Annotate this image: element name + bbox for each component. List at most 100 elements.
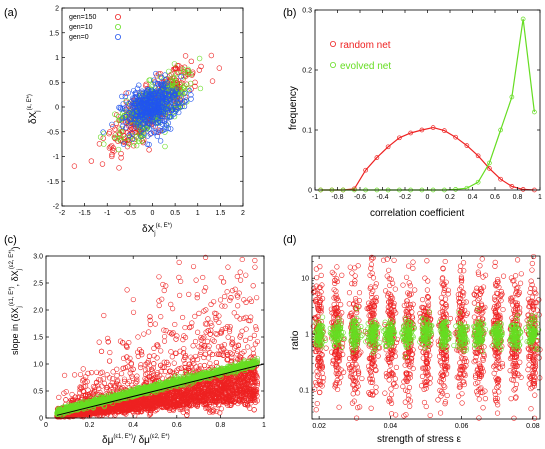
scatter-point [62, 372, 68, 378]
scatter-point [110, 145, 116, 151]
scatter-point [124, 287, 130, 293]
y-tick-label: 1 [55, 55, 59, 62]
scatter-point [250, 283, 256, 289]
scatter-point [173, 336, 179, 342]
scatter-point [190, 263, 197, 270]
scatter-point [250, 350, 257, 357]
scatter-point [136, 82, 142, 88]
x-tick-label: 0.6 [490, 194, 500, 201]
y-tick-label: -1 [53, 154, 59, 161]
panel-c-points [54, 254, 265, 420]
scatter-point [168, 301, 174, 307]
scatter-point [127, 134, 133, 141]
scatter-point [96, 339, 102, 345]
scatter-point [151, 77, 157, 83]
scatter-point [200, 274, 206, 281]
scatter-point [105, 339, 111, 345]
scatter-point [208, 301, 214, 307]
scatter-point [158, 314, 164, 320]
scatter-point [143, 81, 149, 88]
scatter-point [192, 313, 198, 319]
scatter-point [206, 343, 212, 349]
scatter-point [97, 134, 104, 140]
y-tick-label: 2 [55, 6, 59, 13]
scatter-point [221, 342, 228, 348]
panel-a: -2 -1.5 -1 -0.5 0 0.5 1 1.5 2-2-1.5-1-0.500.511.… [27, 6, 245, 238]
x-tick-label: -0.4 [376, 194, 388, 201]
scatter-point [118, 150, 124, 157]
scatter-point [234, 348, 241, 354]
scatter-point [247, 335, 253, 341]
scatter-point [107, 349, 113, 356]
scatter-point [171, 61, 178, 67]
y-tick-label: -1.5 [47, 179, 59, 186]
scatter-point [115, 146, 122, 153]
scatter-point [209, 78, 216, 84]
scatter-point [109, 153, 115, 160]
scatter-point [133, 142, 140, 149]
scatter-point [101, 380, 107, 386]
scatter-point [176, 259, 182, 265]
scatter-point [209, 323, 215, 329]
scatter-point [196, 55, 203, 62]
x-tick-label: 0.4 [468, 194, 478, 201]
scatter-point [217, 297, 224, 303]
scatter-point [107, 144, 114, 150]
scatter-point [152, 321, 158, 327]
scatter-point [122, 135, 129, 141]
scatter-point [171, 360, 177, 366]
scatter-point [184, 412, 190, 418]
scatter-point [195, 329, 201, 335]
scatter-point [225, 334, 231, 340]
scatter-point [134, 373, 140, 379]
scatter-point [146, 353, 153, 359]
panel-label-d: (d) [283, 234, 296, 246]
scatter-point [106, 145, 113, 151]
scatter-point [114, 373, 120, 379]
scatter-point [113, 120, 120, 127]
y-tick-label: 0.5 [49, 80, 59, 87]
scatter-point [170, 66, 177, 73]
scatter-point [232, 286, 238, 292]
scatter-point [216, 319, 222, 326]
x-tick-label: -0.2 [399, 194, 411, 201]
scatter-point [205, 316, 211, 322]
scatter-point [106, 129, 113, 135]
scatter-point [63, 397, 69, 403]
scatter-point [123, 119, 129, 125]
y-tick-label: 1.5 [49, 30, 59, 37]
scatter-point [118, 116, 124, 123]
scatter-point [215, 344, 222, 350]
scatter-point [196, 310, 202, 316]
scatter-point [222, 293, 228, 300]
y-tick-label: -2 [53, 204, 59, 211]
x-tick-label: -0.8 [331, 194, 343, 201]
scatter-point [180, 76, 186, 83]
scatter-point [126, 137, 132, 144]
scatter-point [184, 81, 190, 87]
scatter-point [146, 147, 152, 153]
scatter-point [161, 338, 168, 344]
x-tick-label: -1.5 [79, 210, 91, 217]
scatter-point [243, 272, 249, 278]
scatter-point [192, 338, 199, 345]
scatter-point [196, 67, 203, 73]
scatter-point [110, 124, 116, 130]
scatter-point [204, 338, 211, 344]
scatter-point [99, 383, 105, 389]
x-tick-label: 1.5 [216, 210, 226, 217]
scatter-point [176, 274, 182, 280]
scatter-point [253, 326, 259, 332]
x-tick-label: -2 [59, 210, 65, 217]
scatter-point [188, 86, 194, 92]
scatter-point [182, 324, 188, 331]
scatter-point [224, 289, 230, 295]
scatter-point [216, 65, 223, 71]
scatter-point [187, 80, 194, 87]
scatter-point [250, 346, 256, 352]
panel-a-xlabel: δXj(ε, E*) [142, 223, 172, 237]
scatter-point [166, 68, 172, 75]
scatter-point [237, 277, 244, 283]
scatter-point [198, 63, 204, 70]
